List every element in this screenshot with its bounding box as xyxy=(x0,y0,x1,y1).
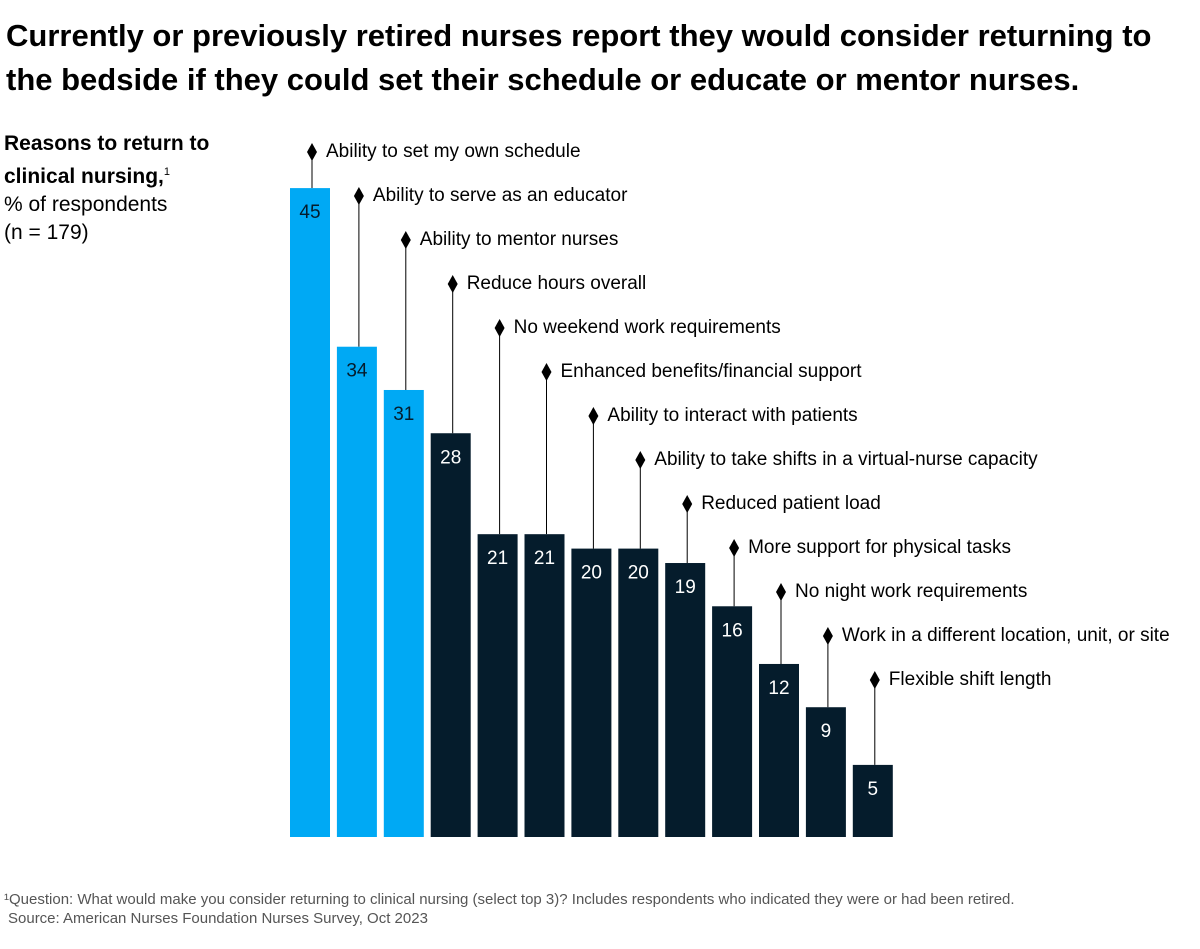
value-label: 21 xyxy=(487,548,508,569)
diamond-marker xyxy=(353,187,364,205)
footnotes: ¹Question: What would make you consider … xyxy=(4,890,1015,928)
diamond-marker xyxy=(776,583,786,601)
bar xyxy=(712,606,753,837)
unit: % of respondents xyxy=(4,193,168,216)
category-label: No night work requirements xyxy=(795,581,1027,602)
bar xyxy=(759,663,799,837)
diamond-marker xyxy=(307,143,317,161)
footnote-ref: 1 xyxy=(163,166,170,178)
category-label: No weekend work requirements xyxy=(514,317,781,338)
value-label: 31 xyxy=(393,404,414,425)
value-label: 28 xyxy=(440,447,461,468)
value-label: 20 xyxy=(581,563,602,584)
subtitle: Reasons to return to clinical nursing,1 xyxy=(4,132,209,188)
value-label: 21 xyxy=(534,548,555,569)
bar xyxy=(665,563,706,837)
chart: Ability to set my own schedule 45 Ability … xyxy=(290,141,1170,838)
diamond-marker xyxy=(541,363,552,381)
category-label: Reduce hours overall xyxy=(467,273,647,294)
value-label: 19 xyxy=(675,577,696,598)
diamond-marker xyxy=(822,627,833,645)
diamond-marker xyxy=(588,407,599,425)
bar xyxy=(805,707,846,837)
diamond-marker xyxy=(635,451,646,469)
category-label: Flexible shift length xyxy=(889,669,1052,690)
category-label: Ability to mentor nurses xyxy=(420,229,619,250)
bar xyxy=(430,433,471,837)
value-label: 34 xyxy=(346,361,368,382)
bar xyxy=(852,764,893,837)
chart-title: Currently or previously retired nurses r… xyxy=(6,18,1152,97)
sample-size: (n = 179) xyxy=(4,221,89,244)
value-label: 12 xyxy=(768,678,789,699)
diamond-marker xyxy=(494,319,505,337)
diamond-marker xyxy=(682,495,693,513)
category-label: Work in a different location, unit, or s… xyxy=(842,625,1170,646)
category-label: Enhanced benefits/financial support xyxy=(561,361,863,382)
value-label: 45 xyxy=(299,202,320,223)
value-label: 5 xyxy=(868,779,879,800)
bar xyxy=(477,534,518,837)
diamond-marker xyxy=(400,231,411,249)
bar xyxy=(290,188,330,838)
value-label: 16 xyxy=(722,620,743,641)
category-label: Ability to take shifts in a virtual-nurs… xyxy=(654,449,1038,470)
diamond-marker xyxy=(869,671,880,689)
bar xyxy=(571,548,612,837)
bar xyxy=(383,389,424,837)
subtitle-block: Reasons to return to clinical nursing,1 … xyxy=(4,130,234,247)
bar xyxy=(618,548,659,837)
category-label: Reduced patient load xyxy=(701,493,881,514)
category-label: Ability to interact with patients xyxy=(607,405,857,426)
bar xyxy=(524,534,565,837)
value-label: 20 xyxy=(628,563,649,584)
diamond-marker xyxy=(729,539,740,557)
diamond-marker xyxy=(447,275,458,293)
source: Source: American Nurses Foundation Nurse… xyxy=(8,910,428,927)
category-label: Ability to serve as an educator xyxy=(373,185,628,206)
category-label: More support for physical tasks xyxy=(748,537,1011,558)
value-label: 9 xyxy=(821,721,832,742)
category-label: Ability to set my own schedule xyxy=(326,141,581,162)
bar xyxy=(336,346,377,837)
footnote: ¹Question: What would make you consider … xyxy=(4,891,1015,908)
subtitle-text: Reasons to return to clinical nursing, xyxy=(4,132,210,188)
